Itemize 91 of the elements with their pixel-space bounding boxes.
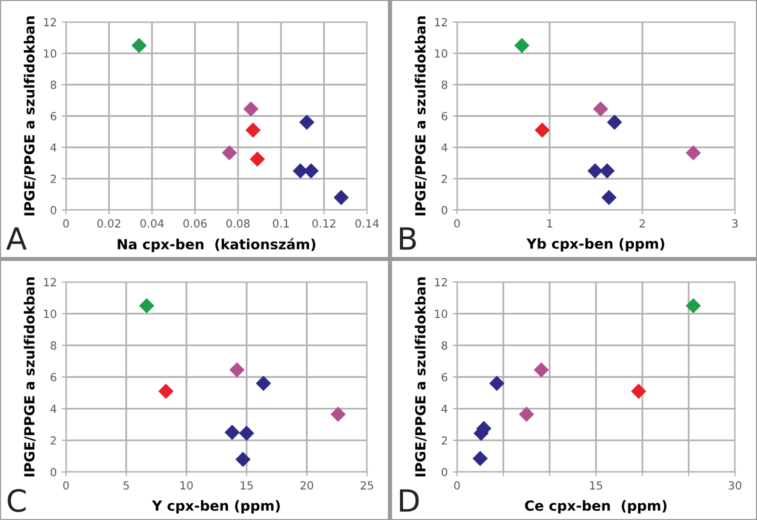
y-tick-label: 2	[50, 436, 56, 445]
point	[606, 114, 622, 130]
y-tick-label: 4	[441, 404, 448, 413]
x-tick-label: 0	[63, 481, 69, 490]
x-tick-label: 0.02	[97, 219, 120, 228]
point	[534, 362, 549, 378]
point	[158, 384, 174, 399]
y-tick-label: 6	[50, 112, 56, 120]
x-tick-label: 0	[63, 219, 69, 228]
point	[131, 38, 147, 54]
y-tick-label: 4	[50, 143, 56, 152]
point	[593, 101, 608, 117]
x-tick-label: 0	[454, 481, 460, 490]
y-tick-label: 12	[435, 278, 447, 286]
y-axis-title: IPGE/PPGE a szulfidokban	[24, 277, 36, 476]
y-axis-title: IPGE/PPGE a szulfidokban	[414, 277, 427, 476]
y-tick-label: 0	[50, 468, 56, 476]
y-tick-label: 6	[50, 372, 56, 382]
y-tick-label: 8	[442, 80, 448, 90]
y-tick-label: 0	[442, 206, 448, 214]
y-tick-label: 12	[44, 18, 56, 26]
point	[489, 376, 504, 391]
point	[514, 38, 530, 54]
text: C	[8, 488, 26, 512]
y-tick-label: 12	[44, 278, 56, 286]
point	[686, 145, 701, 160]
point	[587, 163, 603, 178]
y-tick-label: 8	[50, 80, 56, 90]
y-tick-label: 10	[44, 49, 56, 58]
x-axis-title: Na cpx-ben (kationszám)	[118, 238, 316, 252]
x-axis-title: Y cpx-ben (ppm)	[152, 500, 280, 514]
point	[534, 122, 550, 138]
y-tick-label: 4	[441, 143, 448, 152]
x-tick-label: 0.08	[226, 219, 250, 228]
y-tick-label: 8	[442, 341, 448, 350]
point	[238, 426, 254, 441]
x-axis-title: Ce cpx-ben (ppm)	[525, 500, 666, 514]
y-tick-label: 6	[442, 372, 448, 382]
x-tick-label: 0	[454, 219, 460, 228]
y-tick-label: 8	[50, 341, 56, 350]
point	[245, 122, 261, 138]
point	[334, 190, 349, 206]
y-tick-label: 12	[435, 18, 447, 26]
y-axis-title: IPGE/PPGE a szulfidokban	[24, 16, 36, 216]
x-tick-label: 15	[590, 481, 602, 490]
x-tick-label: 3	[732, 219, 738, 228]
point	[330, 406, 346, 422]
point	[139, 298, 154, 314]
y-tick-label: 2	[50, 174, 56, 183]
y-tick-label: 2	[442, 436, 447, 445]
point	[250, 151, 265, 167]
x-tick-label: 2	[640, 219, 645, 228]
x-tick-label: 30	[728, 481, 742, 490]
x-tick-label: 0.12	[312, 219, 336, 228]
point	[229, 362, 245, 378]
y-tick-label: 10	[44, 310, 56, 318]
x-tick-label: 5	[124, 481, 129, 490]
point	[256, 376, 272, 391]
x-tick-label: 0.14	[355, 219, 379, 228]
x-tick-label: 15	[240, 481, 253, 490]
point	[686, 298, 701, 314]
x-tick-label: 20	[300, 481, 314, 490]
point	[299, 114, 314, 130]
y-tick-label: 2	[442, 174, 447, 183]
x-tick-label: 25	[360, 481, 374, 490]
point	[222, 145, 238, 160]
y-axis-title: IPGE/PPGE a szulfidokban	[414, 16, 427, 216]
point	[235, 452, 251, 467]
x-tick-label: 1	[547, 219, 552, 228]
x-tick-label: 0.1	[272, 219, 289, 228]
point	[601, 190, 617, 206]
x-tick-label: 0.06	[183, 219, 207, 228]
y-tick-label: 4	[50, 404, 56, 413]
point	[243, 101, 259, 117]
point	[600, 163, 615, 178]
point	[224, 424, 240, 440]
point	[472, 450, 488, 466]
text: D	[400, 489, 419, 512]
x-tick-label: 10	[180, 481, 193, 490]
y-tick-label: 6	[442, 112, 448, 120]
text: B	[400, 227, 416, 250]
y-tick-label: 0	[442, 468, 448, 476]
text: A	[6, 227, 27, 250]
x-axis-title: Yb cpx-ben (ppm)	[526, 238, 664, 252]
point	[518, 406, 534, 422]
point	[292, 163, 308, 178]
x-tick-label: 0.04	[140, 219, 164, 228]
y-tick-label: 10	[435, 49, 448, 58]
point	[631, 384, 646, 399]
y-tick-label: 10	[435, 310, 448, 318]
y-tick-label: 0	[50, 206, 56, 214]
